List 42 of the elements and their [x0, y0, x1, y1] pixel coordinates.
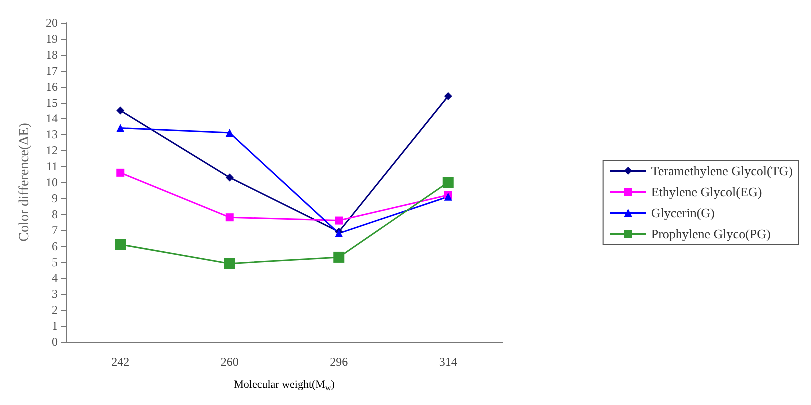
y-tick-label: 3: [52, 287, 58, 302]
y-tick-label: 16: [46, 80, 58, 94]
point: [335, 216, 344, 225]
y-tick-label: 5: [52, 255, 58, 270]
y-tick-label: 4: [52, 271, 58, 286]
point: [116, 106, 125, 115]
y-tick-label: 12: [46, 144, 58, 158]
y-tick-label: 1: [52, 319, 58, 334]
y-tick-label: 14: [46, 112, 58, 126]
y-tick-label: 8: [52, 207, 58, 222]
y-tick-label: 20: [46, 16, 58, 30]
legend-label: Ethylene Glycol(EG): [651, 184, 762, 200]
point: [442, 177, 454, 188]
y-tick-label: 10: [46, 176, 58, 190]
point: [444, 92, 452, 100]
point: [115, 239, 126, 250]
y-tick-label: 18: [46, 48, 58, 62]
y-axis-title: Color difference(ΔE): [18, 122, 32, 242]
y-tick-label: 0: [52, 335, 58, 349]
y-tick-label: 15: [46, 96, 58, 110]
legend-label: Prophylene Glyco(PG): [651, 226, 771, 242]
point: [226, 174, 234, 182]
y-tick-label: 19: [46, 32, 58, 46]
y-tick-label: 13: [46, 128, 58, 142]
point: [224, 258, 236, 270]
y-tick-label: 6: [52, 239, 58, 254]
point: [116, 168, 125, 177]
y-tick-label: 2: [52, 303, 58, 318]
x-tick-label: 260: [220, 355, 239, 369]
legend-label: Teramethylene Glycol(TG): [651, 164, 794, 178]
point: [334, 252, 345, 263]
y-tick-label: 9: [52, 191, 58, 206]
x-tick-label: 242: [112, 355, 130, 369]
y-tick-label: 7: [52, 223, 58, 238]
x-tick-label: 296: [330, 355, 348, 369]
point: [226, 214, 234, 222]
point: [116, 124, 125, 132]
x-tick-label: 314: [439, 355, 458, 369]
y-tick-label: 11: [46, 160, 58, 174]
y-tick-label: 17: [46, 64, 58, 78]
point: [226, 129, 234, 138]
legend-label: Glycerin(G): [651, 206, 715, 220]
